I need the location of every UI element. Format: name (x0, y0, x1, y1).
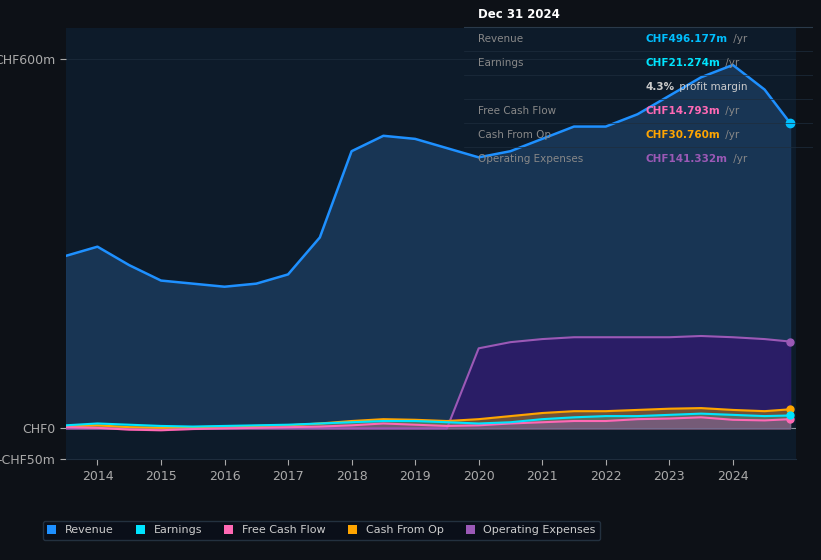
Text: /yr: /yr (722, 58, 740, 68)
Text: /yr: /yr (730, 154, 747, 164)
Text: /yr: /yr (722, 106, 740, 116)
Text: Revenue: Revenue (478, 34, 523, 44)
Text: Free Cash Flow: Free Cash Flow (478, 106, 556, 116)
Text: Earnings: Earnings (478, 58, 523, 68)
Text: profit margin: profit margin (676, 82, 747, 92)
Text: CHF496.177m: CHF496.177m (645, 34, 727, 44)
Text: 4.3%: 4.3% (645, 82, 674, 92)
Legend: Revenue, Earnings, Free Cash Flow, Cash From Op, Operating Expenses: Revenue, Earnings, Free Cash Flow, Cash … (43, 521, 600, 540)
Text: /yr: /yr (730, 34, 747, 44)
Text: Dec 31 2024: Dec 31 2024 (478, 8, 560, 21)
Text: CHF14.793m: CHF14.793m (645, 106, 720, 116)
Text: /yr: /yr (722, 130, 740, 140)
Text: Cash From Op: Cash From Op (478, 130, 551, 140)
Text: CHF141.332m: CHF141.332m (645, 154, 727, 164)
Text: CHF21.274m: CHF21.274m (645, 58, 720, 68)
Text: Operating Expenses: Operating Expenses (478, 154, 583, 164)
Text: CHF30.760m: CHF30.760m (645, 130, 720, 140)
